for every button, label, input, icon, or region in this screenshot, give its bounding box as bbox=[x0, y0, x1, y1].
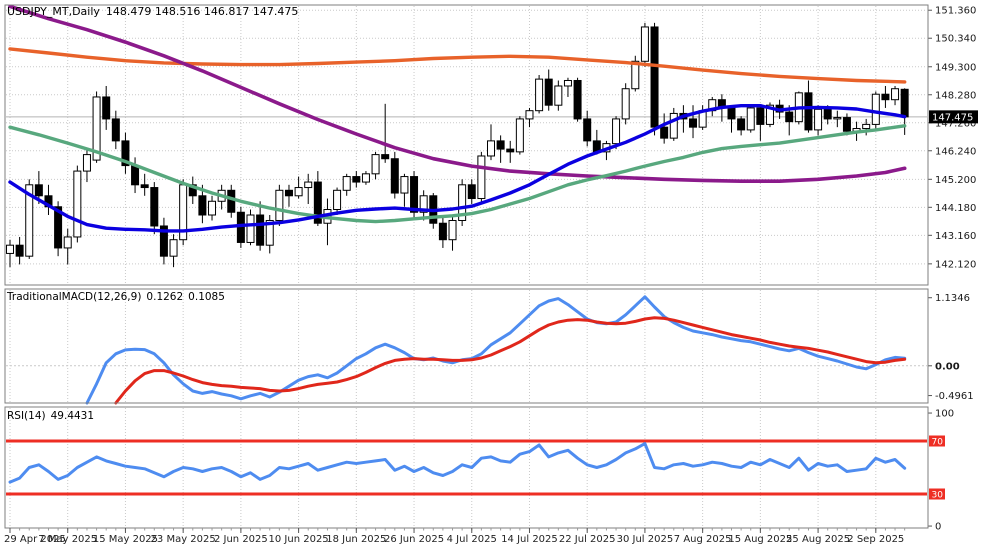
svg-text:144.180: 144.180 bbox=[935, 203, 976, 214]
ma-green bbox=[8, 124, 907, 224]
svg-text:2 Jun 2025: 2 Jun 2025 bbox=[214, 534, 268, 545]
svg-text:7 May 2025: 7 May 2025 bbox=[38, 534, 97, 545]
svg-text:148.280: 148.280 bbox=[935, 90, 976, 101]
rsi-name: RSI(14) bbox=[7, 410, 46, 422]
rsi-level-tag-70 bbox=[929, 435, 945, 447]
svg-text:10 Jun 2025: 10 Jun 2025 bbox=[269, 534, 329, 545]
svg-text:146.240: 146.240 bbox=[935, 146, 976, 157]
svg-text:151.360: 151.360 bbox=[935, 6, 976, 17]
svg-text:70: 70 bbox=[932, 437, 944, 447]
svg-text:14 Jul 2025: 14 Jul 2025 bbox=[501, 534, 558, 545]
macd-indicator-label: TraditionalMACD(12,26,9) 0.1262 0.1085 bbox=[7, 291, 231, 303]
rsi-indicator-label: RSI(14) 49.4431 bbox=[7, 410, 100, 422]
svg-text:-0.4961: -0.4961 bbox=[935, 391, 974, 402]
svg-text:23 May 2025: 23 May 2025 bbox=[151, 534, 216, 545]
svg-text:15 Aug 2025: 15 Aug 2025 bbox=[728, 534, 792, 545]
rsi-level-tag-30 bbox=[929, 488, 945, 500]
macd-signal-value: 0.1085 bbox=[188, 291, 225, 303]
signal-line bbox=[114, 316, 907, 405]
ma-blue bbox=[8, 103, 907, 233]
svg-text:25 Aug 2025: 25 Aug 2025 bbox=[786, 534, 850, 545]
macd-name: TraditionalMACD(12,26,9) bbox=[7, 291, 142, 303]
svg-text:1.1346: 1.1346 bbox=[935, 293, 970, 304]
svg-text:4 Jul 2025: 4 Jul 2025 bbox=[447, 534, 497, 545]
ma-orange bbox=[8, 47, 907, 84]
svg-text:15 May 2025: 15 May 2025 bbox=[93, 534, 158, 545]
ohlc-values: 148.479 148.516 146.817 147.475 bbox=[105, 5, 299, 18]
ma-purple bbox=[8, 4, 907, 183]
svg-text:100: 100 bbox=[935, 409, 954, 420]
candles bbox=[6, 22, 909, 268]
svg-text:30 Jul 2025: 30 Jul 2025 bbox=[617, 534, 674, 545]
current-price-value: 147.475 bbox=[932, 112, 973, 123]
rsi-line bbox=[8, 442, 907, 484]
svg-text:18 Jun 2025: 18 Jun 2025 bbox=[326, 534, 386, 545]
svg-text:7 Aug 2025: 7 Aug 2025 bbox=[674, 534, 732, 545]
svg-text:143.160: 143.160 bbox=[935, 231, 976, 242]
symbol-period-label: USDJPY_MT,Daily bbox=[7, 5, 100, 18]
svg-text:142.120: 142.120 bbox=[935, 259, 976, 270]
svg-text:2 Sep 2025: 2 Sep 2025 bbox=[847, 534, 904, 545]
svg-text:0.00: 0.00 bbox=[935, 361, 960, 372]
svg-text:26 Jun 2025: 26 Jun 2025 bbox=[384, 534, 444, 545]
svg-text:0: 0 bbox=[935, 522, 941, 533]
svg-text:22 Jul 2025: 22 Jul 2025 bbox=[559, 534, 616, 545]
svg-text:147.260: 147.260 bbox=[935, 118, 976, 129]
svg-text:145.200: 145.200 bbox=[935, 175, 976, 186]
svg-text:150.340: 150.340 bbox=[935, 34, 976, 45]
svg-text:149.300: 149.300 bbox=[935, 62, 976, 73]
rsi-value: 49.4431 bbox=[50, 410, 95, 422]
chart-header: USDJPY_MT,Daily 148.479 148.516 146.817 1… bbox=[7, 6, 304, 18]
macd-main-value: 0.1262 bbox=[146, 291, 184, 303]
macd-line bbox=[85, 295, 907, 405]
current-price-tag bbox=[929, 110, 978, 124]
svg-text:30: 30 bbox=[932, 491, 944, 501]
svg-text:29 Apr 2025: 29 Apr 2025 bbox=[4, 534, 66, 545]
